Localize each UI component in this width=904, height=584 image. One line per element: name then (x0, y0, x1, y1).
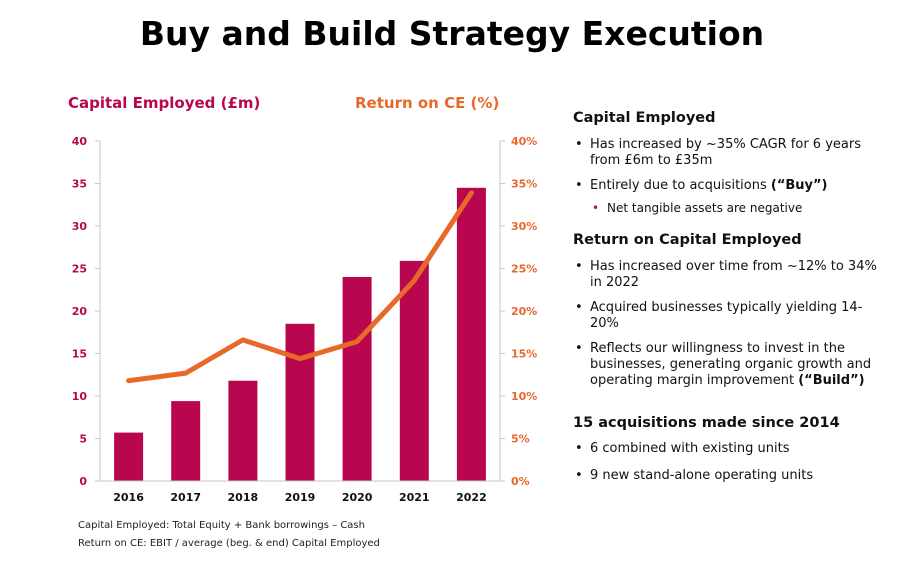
right-tick-label: 25% (511, 263, 537, 276)
x-tick-label: 2016 (113, 491, 144, 504)
left-tick-label: 15 (72, 348, 87, 361)
right-tick-label: 0% (511, 475, 530, 488)
x-tick-label: 2018 (228, 491, 259, 504)
left-tick-label: 30 (72, 220, 88, 233)
right-tick-label: 10% (511, 390, 537, 403)
x-tick-label: 2017 (170, 491, 201, 504)
x-tick-label: 2021 (399, 491, 430, 504)
x-tick-label: 2019 (285, 491, 316, 504)
right-tick-label: 15% (511, 348, 537, 361)
right-tick-label: 35% (511, 178, 537, 191)
left-tick-label: 35 (72, 178, 87, 191)
left-tick-label: 25 (72, 263, 87, 276)
left-tick-label: 0 (79, 475, 87, 488)
bullet-combined-units: 6 combined with existing units (573, 441, 883, 457)
bar-2022 (456, 187, 486, 482)
right-tick-label: 5% (511, 433, 530, 446)
right-axis-title: Return on CE (%) (355, 94, 500, 112)
combo-chart: 0 5 10 15 20 25 30 35 40 0% 5% 10% 15% 20% 25% 30% 35% 40… (72, 135, 538, 504)
right-tick-label: 30% (511, 220, 537, 233)
commentary-panel: Capital Employed Has increased by ~35% C… (573, 110, 883, 484)
bullet-cagr: Has increased by ~35% CAGR for 6 years f… (573, 137, 883, 169)
left-tick-label: 10 (72, 390, 88, 403)
bullet-willingness: Reflects our willingness to invest in th… (573, 341, 883, 389)
bar-2017 (171, 401, 201, 481)
footnote-capital-employed: Capital Employed: Total Equity + Bank bo… (78, 520, 365, 531)
bullet-acquisitions: Entirely due to acquisitions (“Buy”) (573, 178, 883, 194)
sub-bullet-net-tangible-assets: Net tangible assets are negative (573, 201, 883, 216)
bullet-standalone-units: 9 new stand-alone operating units (573, 468, 883, 484)
x-tick-label: 2020 (342, 491, 373, 504)
left-axis-title: Capital Employed (£m) (68, 94, 261, 112)
left-tick-label: 40 (72, 135, 88, 148)
section-heading-roce: Return on Capital Employed (573, 232, 802, 248)
bullet-roce-increase: Has increased over time from ~12% to 34%… (573, 259, 883, 291)
bar-2021 (399, 260, 429, 481)
section-heading-capital-employed: Capital Employed (573, 110, 716, 126)
bar-2018 (228, 380, 258, 481)
left-tick-label: 5 (79, 433, 87, 446)
section-heading-acquisitions: 15 acquisitions made since 2014 (573, 415, 840, 431)
bar-2020 (342, 277, 372, 481)
roce-line (126, 190, 474, 384)
right-tick-label: 40% (511, 135, 537, 148)
footnote-return-on-ce: Return on CE: EBIT / average (beg. & end… (78, 538, 380, 549)
right-tick-label: 20% (511, 305, 537, 318)
bullet-yield: Acquired businesses typically yielding 1… (573, 300, 883, 332)
x-tick-label: 2022 (456, 491, 487, 504)
left-tick-label: 20 (72, 305, 88, 318)
bar-2016 (114, 432, 144, 481)
page-title: Buy and Build Strategy Execution (139, 14, 765, 53)
bar-2019 (285, 323, 315, 482)
